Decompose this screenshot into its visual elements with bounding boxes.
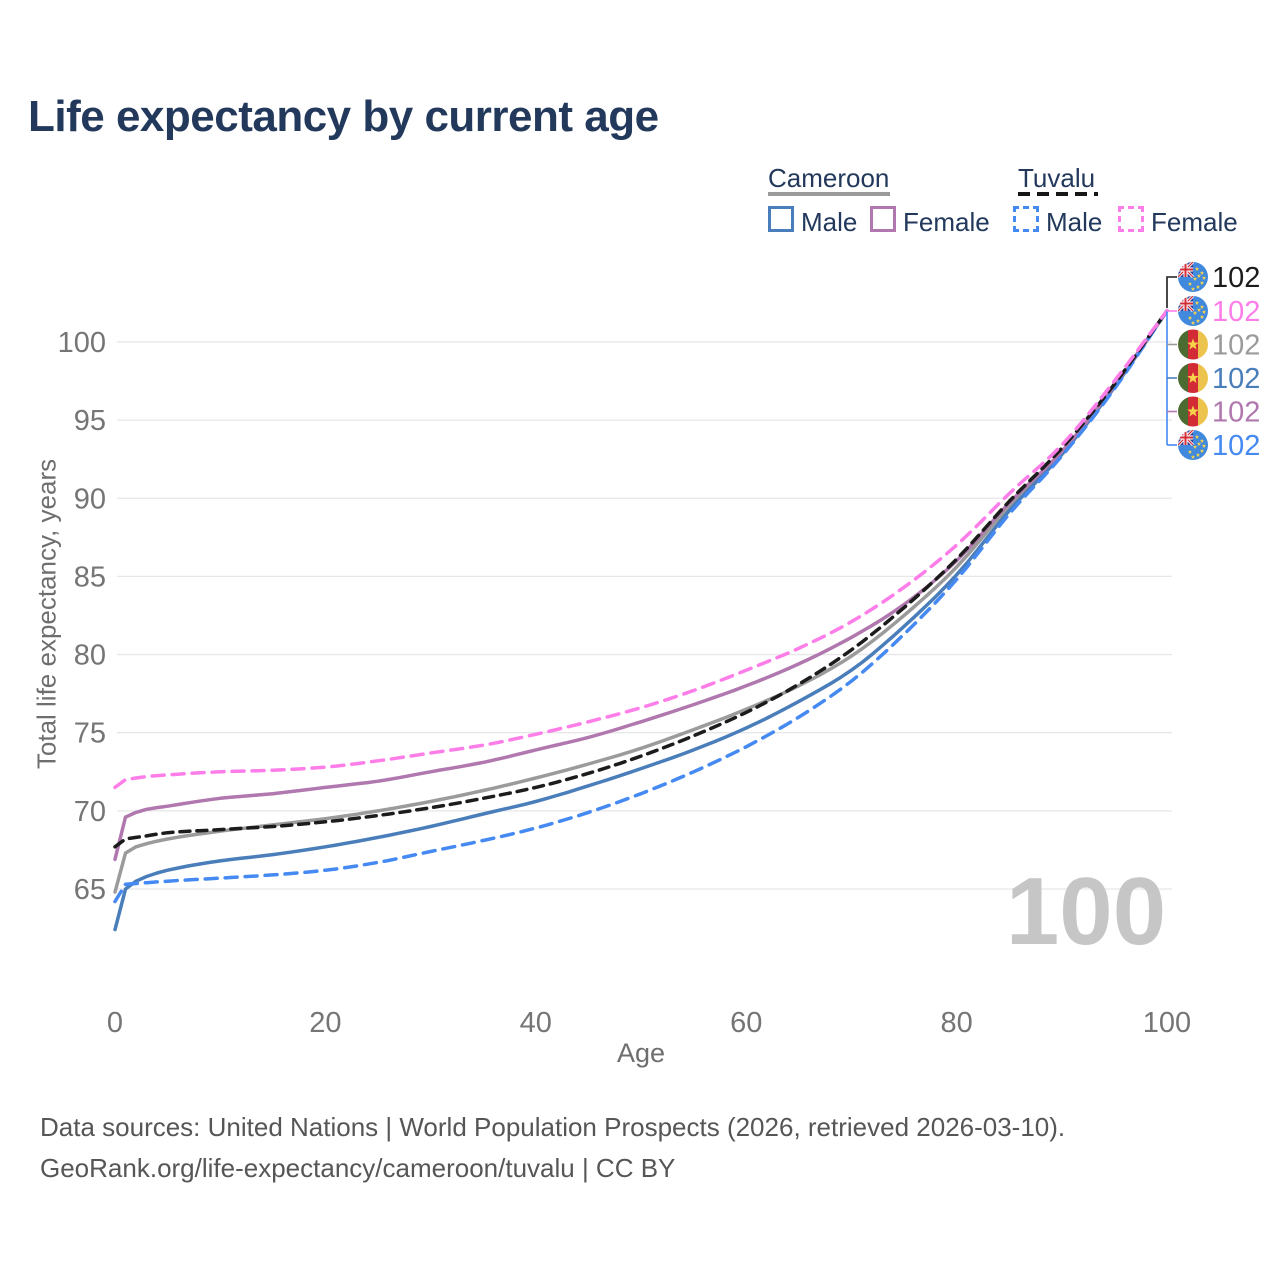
flag-icon-tuvalu — [1178, 296, 1208, 326]
legend-group-tuvalu: Tuvalu — [1018, 163, 1096, 193]
series-line-cameroon-total — [113, 308, 1169, 894]
legend-underline-cameroon — [768, 192, 890, 196]
flag-icon-cameroon — [1178, 363, 1208, 393]
flag-icon-cameroon — [1178, 396, 1208, 427]
end-label-value: 102 — [1212, 262, 1260, 294]
data-sources-line2: GeoRank.org/life-expectancy/cameroon/tuv… — [40, 1153, 676, 1183]
x-axis-title: Age — [616, 1038, 666, 1068]
y-tick-label-95: 95 — [74, 405, 106, 437]
connector-row-0 — [1166, 276, 1177, 308]
y-tick-label-80: 80 — [74, 640, 106, 672]
legend-label-tuvalu-male[interactable]: Male — [1046, 207, 1103, 237]
legend-label-tuvalu-female[interactable]: Female — [1151, 207, 1238, 237]
series-line-cameroon-male — [113, 308, 1169, 932]
x-tick-label-80: 80 — [940, 1007, 972, 1039]
y-tick-label-100: 100 — [58, 327, 106, 359]
end-label-value: 102 — [1212, 430, 1260, 462]
page-title: Life expectancy by current age — [28, 92, 659, 141]
data-sources: Data sources: United Nations | World Pop… — [40, 1107, 1065, 1189]
end-label-value: 102 — [1212, 363, 1260, 395]
y-tick-label-75: 75 — [74, 718, 106, 750]
x-tick-label-0: 0 — [107, 1007, 123, 1039]
series-line-tuvalu-total — [113, 308, 1169, 849]
y-tick-label-65: 65 — [74, 874, 106, 906]
flag-icon-cameroon — [1178, 329, 1208, 360]
legend-swatch-cameroon-male[interactable] — [768, 206, 794, 232]
series-line-tuvalu-female — [113, 308, 1169, 790]
end-label-value: 102 — [1212, 296, 1260, 328]
legend-swatch-cameroon-female[interactable] — [870, 206, 896, 232]
series-line-tuvalu-male — [113, 308, 1169, 904]
legend-group-cameroon: Cameroon — [768, 163, 890, 193]
y-tick-label-85: 85 — [74, 561, 106, 593]
x-tick-label-60: 60 — [730, 1007, 762, 1039]
legend-label-cameroon-female[interactable]: Female — [903, 207, 990, 237]
flag-icon-tuvalu — [1178, 262, 1208, 292]
y-tick-label-70: 70 — [74, 796, 106, 828]
legend-underline-tuvalu — [1018, 192, 1098, 196]
legend-swatch-tuvalu-female[interactable] — [1118, 206, 1144, 232]
y-tick-label-90: 90 — [74, 483, 106, 515]
x-tick-label-20: 20 — [309, 1007, 341, 1039]
end-label-value: 102 — [1212, 397, 1260, 429]
x-tick-label-40: 40 — [520, 1007, 552, 1039]
series-line-cameroon-female — [113, 308, 1169, 862]
x-tick-label-100: 100 — [1143, 1007, 1191, 1039]
flag-icon-tuvalu — [1178, 430, 1208, 460]
age-watermark: 100 — [1006, 858, 1166, 965]
end-label-value: 102 — [1212, 330, 1260, 362]
legend-swatch-tuvalu-male[interactable] — [1013, 206, 1039, 232]
legend-label-cameroon-male[interactable]: Male — [801, 207, 858, 237]
data-sources-line1: Data sources: United Nations | World Pop… — [40, 1112, 1066, 1142]
